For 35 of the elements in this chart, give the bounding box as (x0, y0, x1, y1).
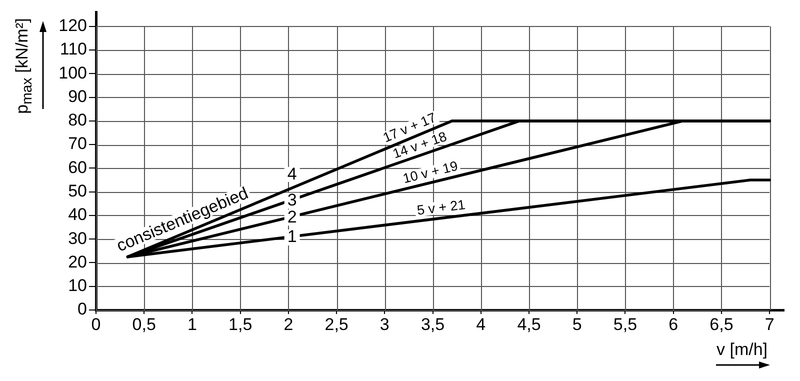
y-tick-label: 90 (68, 86, 87, 106)
y-tick-label: 60 (68, 158, 87, 177)
y-tick-label: 0 (78, 300, 87, 319)
x-tick-label: 5 (572, 314, 582, 334)
y-tick-label: 120 (58, 16, 87, 36)
y-tick-label: 50 (68, 182, 87, 201)
x-tick-label: 4 (476, 314, 486, 334)
x-tick-label: 4,5 (517, 314, 541, 334)
series-label: 1 (287, 227, 297, 246)
y-tick-label: 20 (68, 252, 87, 272)
y-tick-label: 30 (68, 228, 87, 248)
x-tick-label: 7 (764, 314, 774, 334)
x-tick-label: 0 (91, 314, 101, 334)
x-tick-label: 1,5 (228, 314, 252, 334)
series-label: 2 (287, 207, 297, 226)
x-tick-label: 6 (668, 314, 678, 334)
x-tick-label: 2,5 (324, 314, 348, 334)
x-tick-label: 6,5 (710, 314, 734, 334)
annotation: 5 v + 21 (416, 196, 466, 218)
y-tick-label: 70 (68, 134, 87, 154)
x-tick-label: 5,5 (613, 314, 638, 334)
y-tick-label: 80 (68, 110, 87, 130)
x-tick-label: 2 (284, 314, 294, 334)
x-tick-label: 1 (187, 314, 197, 334)
series-label: 3 (287, 190, 297, 210)
series-label: 4 (287, 164, 297, 184)
y-tick-label: 100 (58, 63, 87, 82)
x-tick-label: 0,5 (132, 314, 156, 334)
y-tick-label: 40 (68, 205, 87, 224)
y-tick-label: 110 (60, 40, 87, 59)
y-tick-label: 10 (68, 276, 87, 296)
annotation: 10 v + 19 (401, 158, 460, 186)
x-tick-label: 3,5 (420, 314, 445, 334)
x-axis-title: v [m/h] (716, 340, 768, 360)
x-tick-label: 3 (380, 314, 390, 334)
